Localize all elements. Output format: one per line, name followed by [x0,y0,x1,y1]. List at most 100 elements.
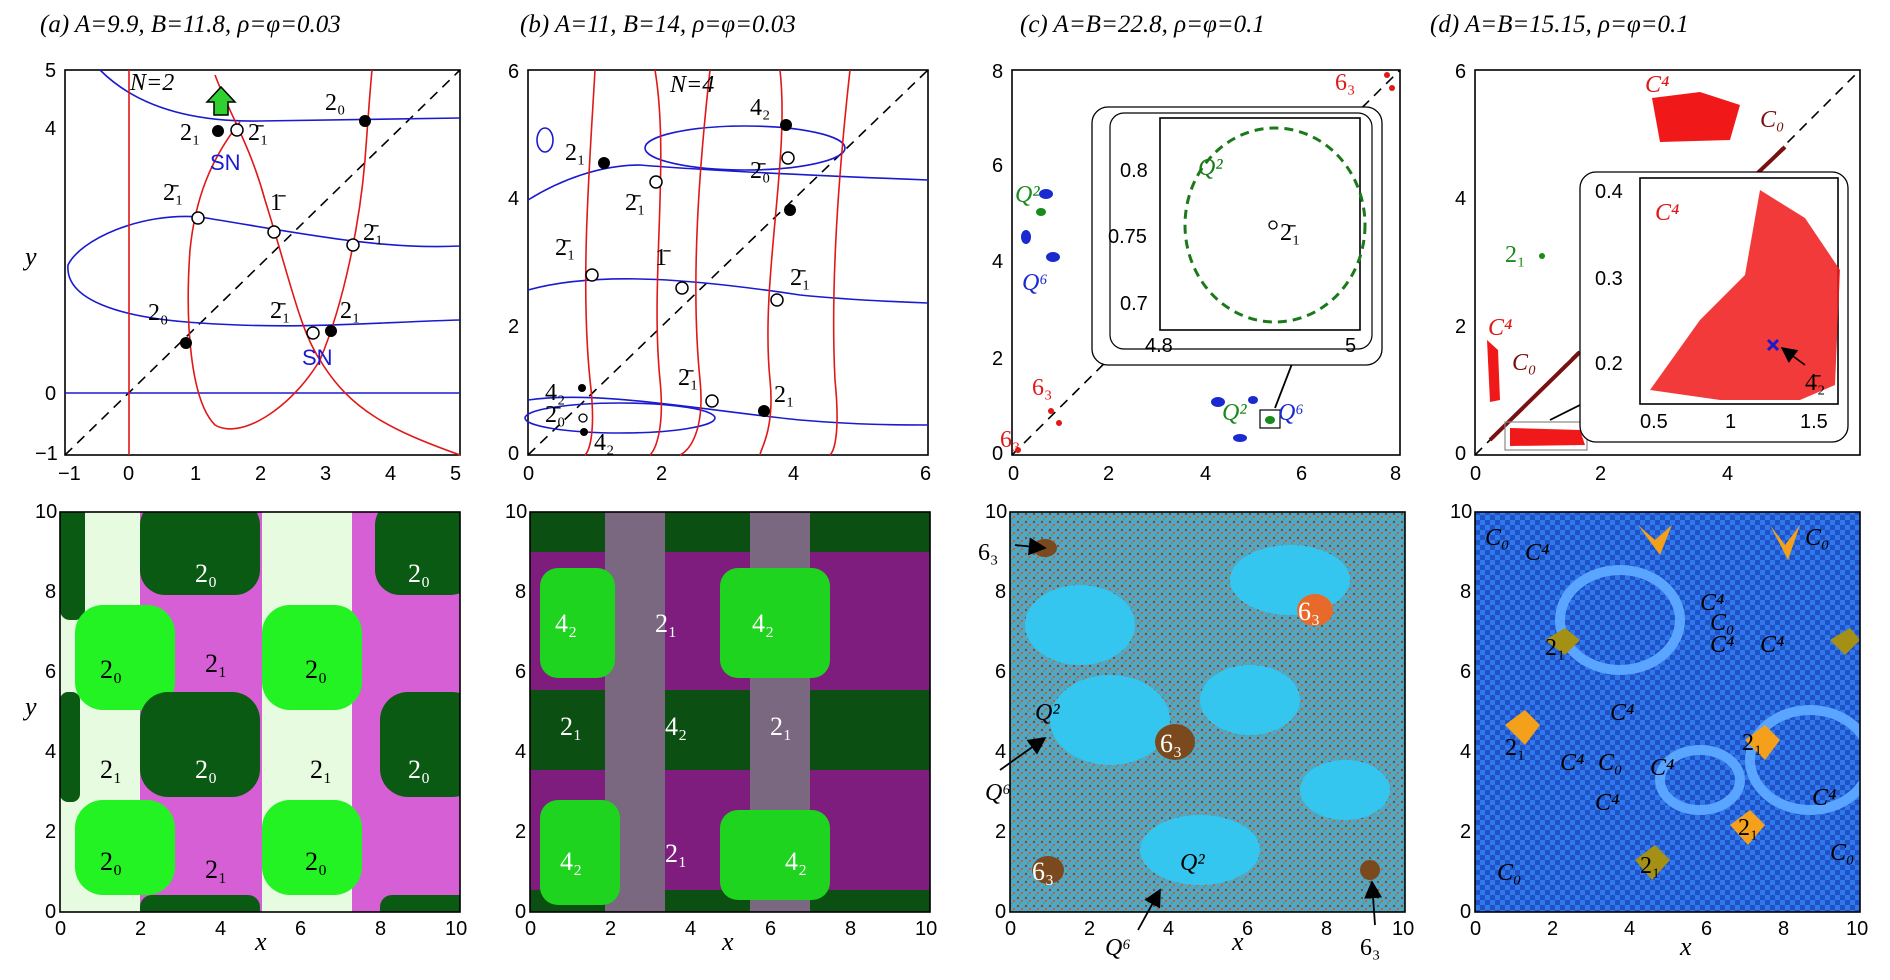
tick: 0.2 [1595,353,1623,375]
chaotic-set-c4 [1487,340,1500,402]
basin-label: 6₃ [1298,597,1320,626]
basin-label: Q⁶ [1105,935,1131,961]
fixed-point [758,405,770,417]
tick: 4 [685,918,696,940]
tick: 6 [995,661,1006,683]
inset-label-2-1: 2̄₁ [1280,220,1300,246]
basin-label: C₀ [1805,525,1829,551]
basin-region [140,692,260,797]
sn-label: SN [302,345,333,370]
panel-b-basin: 4₂ 2₁ 4₂ 2₁ 4₂ 2₁ 4₂ 2₁ 4₂ x 0 2 4 6 8 1… [505,501,937,956]
fixed-point [578,413,588,423]
basin-label: C⁴ [1610,700,1634,726]
basin-region [140,512,260,595]
point-label: 2̄₁ [678,365,698,391]
blue-island [1211,397,1225,407]
tick: 0 [123,463,134,485]
point-label: 2̄₀ [545,402,565,428]
basin-label: C⁴ [1760,632,1784,658]
tick: 2 [508,316,519,338]
basin-label: 2₀ [305,655,327,684]
blue-nullcline [536,127,554,153]
tick: 10 [915,918,937,940]
tick: 8 [45,581,56,603]
diagonal-line [527,69,929,456]
basin-a-frame [59,511,461,913]
tick: 0 [508,443,519,465]
red-point [1015,447,1021,453]
basin-label: C₀ [1710,610,1734,636]
tick: 1 [190,463,201,485]
basin-region [1297,594,1333,626]
fixed-point [580,428,588,436]
tick: 10 [985,501,1007,523]
tick: 0 [525,918,536,940]
basin-b-yticks: 0 2 4 6 8 10 [505,501,527,923]
tick: 4 [1722,463,1733,485]
point-label: 4₂ [545,380,565,406]
diagonal-line [64,69,461,456]
tick: 4 [215,918,226,940]
tick: 2 [1547,918,1558,940]
label-6-3: 6₃ [1032,375,1052,401]
tick: 1.5 [1800,411,1828,433]
green-island [1265,416,1275,424]
fixed-point [346,238,360,252]
tick: −1 [58,463,81,485]
blue-island [1046,252,1060,262]
point-label: 2̄₁ [625,190,645,216]
tick: 0.5 [1640,411,1668,433]
tick: 4 [1200,463,1211,485]
basin-label: 6₃ [1160,729,1182,758]
label-2-1: 2₁ [1505,242,1525,268]
tick: 0 [1470,463,1481,485]
basin-region [1140,815,1260,885]
basin-label: C₀ [1485,525,1509,551]
tick: 0.3 [1595,268,1623,290]
basin-label: 2₀ [100,655,122,684]
tick: 2 [45,821,56,843]
basin-region [262,800,362,895]
tick: 10 [35,501,57,523]
tick: 10 [445,918,467,940]
point-label: 4₂ [594,430,614,456]
point-label: 2̄₁ [363,220,383,246]
tick: 6 [1701,918,1712,940]
basin-c-yticks: 0 2 4 6 8 10 [985,501,1007,923]
basin-region [540,800,620,905]
basin-region [1545,628,1580,655]
tick: 10 [1392,918,1414,940]
blue-nullcline [527,396,929,426]
title-b: (b) A=11, B=14, ρ=φ=0.03 [520,11,796,38]
basin-label: 2₁ [1505,735,1525,761]
fixed-point [359,115,371,127]
x-axis-label: x [721,927,734,956]
basin-ring [1745,705,1860,815]
panel-c-phase: 6₃ Q² Q⁶ 6₃ 6₃ Q² Q⁶ Q² 2̄₁ 4.8 5 0.7 0.… [992,61,1401,485]
fixed-point [598,157,610,169]
x-axis-label: x [1679,932,1692,961]
tick: 2 [995,821,1006,843]
panel-c-frame [1011,69,1401,456]
inset-dashed-orbit [1183,126,1367,324]
basin-label: 2₁ [1738,815,1758,841]
basin-label: 6₃ [1360,935,1380,961]
tick: 2 [1084,918,1095,940]
tick: 2 [515,821,526,843]
point-label: 2̄₁ [555,235,575,261]
chaotic-set-c4 [1652,92,1740,142]
basin-c-xticks: 0 2 4 6 8 10 [1005,918,1414,940]
basin-label: 4₂ [785,847,807,876]
point-label: 2̄₁ [790,265,810,291]
tick: 0 [992,443,1003,465]
basin-region [1505,710,1540,745]
red-point [1389,85,1395,91]
y-ticks-a: −1 0 4 5 [35,60,58,465]
fixed-point [705,394,719,408]
basin-label: 2₁ [1742,730,1762,756]
fixed-point [784,204,796,216]
basin-label: Q² [1035,700,1060,726]
tick: 4 [1163,918,1174,940]
basin-region [1745,725,1780,760]
fixed-point [1268,220,1278,230]
